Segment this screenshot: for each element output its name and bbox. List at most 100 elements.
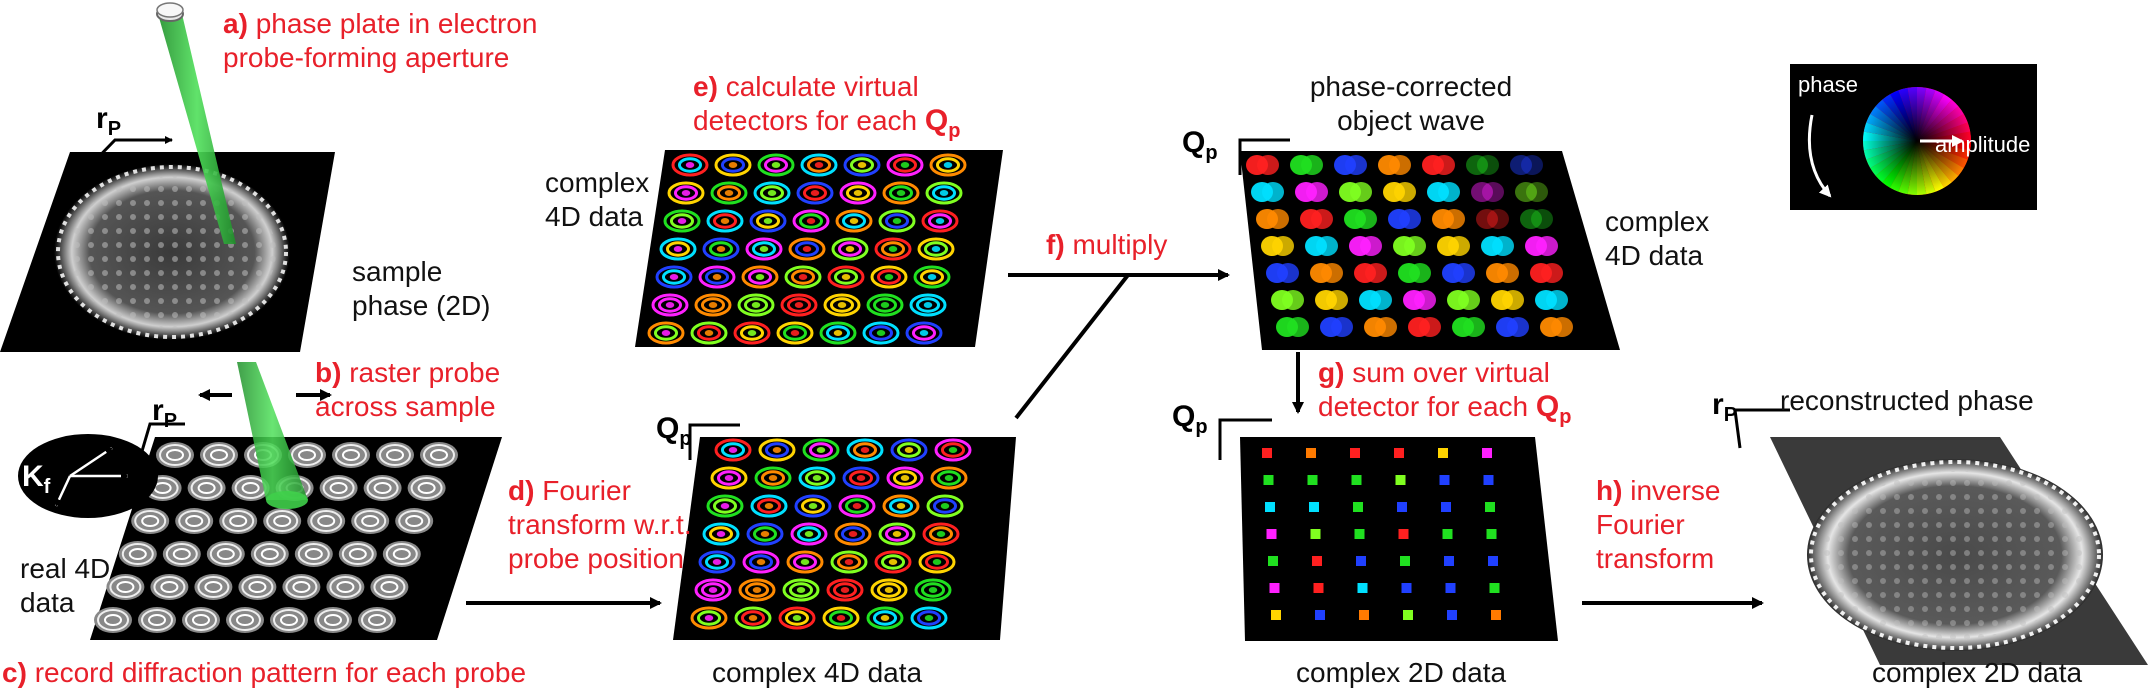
object-wave-blob (1388, 209, 1421, 229)
virtual-detector (690, 321, 728, 345)
object-wave-blob (1310, 263, 1343, 283)
object-wave-blob (1261, 236, 1294, 256)
diffraction-pattern (270, 607, 308, 633)
virtual-detector (914, 578, 952, 602)
qp-axes-2d (1218, 418, 1272, 460)
virtual-detector (842, 466, 880, 490)
fourier-4d-grid (690, 438, 972, 630)
object-wave-blob (1442, 263, 1475, 283)
complex-4d-right-label: complex 4D data (1605, 206, 1710, 271)
object-wave-blob (1447, 290, 1480, 310)
object-wave-blob (1359, 290, 1392, 310)
diffraction-pattern (194, 574, 233, 600)
virtual-detector (710, 466, 748, 490)
virtual-detector (882, 181, 920, 205)
diffraction-pattern (175, 508, 214, 534)
complex-2d-square (1442, 529, 1453, 539)
diffraction-grid-plane (90, 437, 502, 640)
virtual-detector (786, 550, 824, 574)
virtual-detector (926, 494, 964, 518)
virtual-detector (890, 438, 928, 462)
object-wave-blob (1437, 236, 1470, 256)
virtual-detector (934, 438, 972, 462)
qp-symbol-2d: Qp (1172, 400, 1208, 438)
virtual-detector (930, 466, 968, 490)
complex-2d-square (1482, 448, 1492, 458)
object-wave-grid (1246, 155, 1573, 337)
diffraction-pattern (187, 475, 226, 501)
diffraction-pattern (138, 607, 176, 633)
object-wave-blob (1349, 236, 1382, 256)
virtual-detector (706, 209, 744, 233)
virtual-detector (826, 578, 864, 602)
virtual-detector (782, 578, 820, 602)
virtual-detector (823, 293, 861, 317)
object-wave-blob (1354, 263, 1387, 283)
virtual-detector (702, 522, 740, 546)
diffraction-pattern (250, 541, 289, 567)
complex-2d-square (1356, 556, 1366, 566)
complex-2d-square (1444, 556, 1454, 566)
diffraction-pattern (363, 475, 402, 501)
complex-2d-square (1354, 529, 1365, 539)
virtual-detector (702, 237, 740, 261)
rp-symbol-recon: rP (1712, 388, 1738, 426)
virtual-detector (838, 494, 876, 518)
complex-2d-square (1269, 583, 1280, 593)
object-wave-blob (1290, 155, 1323, 175)
arrow-multiply-from-lower (1014, 273, 1130, 420)
virtual-detector (796, 181, 834, 205)
virtual-detector (745, 237, 783, 261)
complex-2d-square (1357, 583, 1368, 593)
complex-2d-plane (1240, 437, 1558, 641)
object-wave-blob (1427, 182, 1460, 202)
diffraction-pattern (332, 442, 370, 468)
virtual-detector-grid (647, 153, 967, 345)
virtual-detector (878, 209, 916, 233)
complex-2d-square (1488, 556, 1498, 566)
complex-2d-square (1483, 475, 1494, 485)
complex-2d-square (1262, 448, 1272, 458)
virtual-detector (834, 522, 872, 546)
diffraction-pattern (288, 442, 326, 468)
object-wave-blob (1432, 209, 1465, 229)
virtual-detector (780, 293, 818, 317)
object-wave-blob (1276, 317, 1309, 337)
step-e-label: e) calculate virtual detectors for each Q… (693, 71, 961, 142)
virtual-detector (929, 153, 967, 177)
virtual-detector (784, 265, 822, 289)
virtual-detector (917, 237, 955, 261)
diffraction-pattern (314, 607, 352, 633)
object-wave-blob (1378, 155, 1411, 175)
diffraction-pattern (106, 574, 145, 600)
virtual-detector (659, 237, 697, 261)
complex-2d-square (1491, 610, 1501, 620)
virtual-detector (870, 578, 908, 602)
phase-amplitude-legend (1790, 64, 2037, 210)
complex-2d-square (1398, 529, 1409, 539)
complex-2d-square (1350, 448, 1360, 458)
virtual-detector (874, 237, 912, 261)
virtual-detector (788, 237, 826, 261)
virtual-detector (753, 181, 791, 205)
virtual-detector (874, 550, 912, 574)
complex-2d-square (1395, 475, 1406, 485)
virtual-detector (843, 153, 881, 177)
object-wave-blob (1515, 182, 1548, 202)
virtual-detector (925, 181, 963, 205)
diffraction-pattern (150, 574, 189, 600)
step-a-label: a) phase plate in electron probe-forming … (223, 8, 538, 73)
virtual-detector (798, 466, 836, 490)
sample-plane (0, 152, 335, 352)
virtual-detector (778, 606, 816, 630)
complex-2d-square (1353, 502, 1363, 512)
complex-2d-mid-label: complex 2D data (1296, 657, 1507, 688)
diffraction-pattern (395, 508, 434, 534)
diffraction-pattern (338, 541, 377, 567)
diffraction-pattern (294, 541, 333, 567)
virtual-detector (886, 466, 924, 490)
reconstructed-plane (1770, 437, 2148, 665)
virtual-detector (757, 153, 795, 177)
virtual-detector (742, 550, 780, 574)
virtual-detector (667, 181, 705, 205)
